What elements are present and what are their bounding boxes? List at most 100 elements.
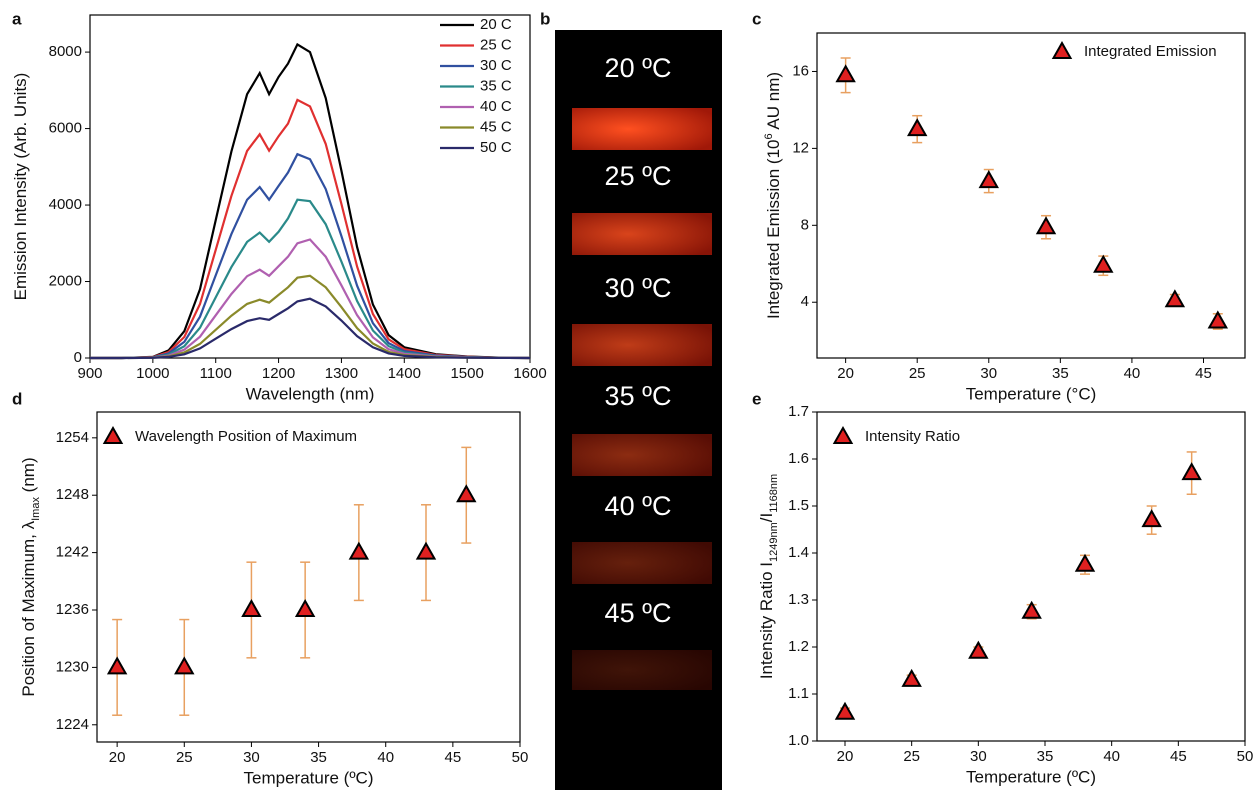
x-tick-label: 25 [176, 749, 193, 766]
data-point [241, 598, 262, 617]
x-tick-label: 30 [243, 749, 260, 766]
y-tick-label: 4 [801, 293, 809, 310]
data-point [106, 656, 128, 675]
x-tick-label: 20 [837, 748, 854, 765]
y-tick-label: 12 [792, 139, 809, 156]
x-tick-label: 45 [445, 749, 462, 766]
y-axis-label-part: Intensity Ratio I [757, 562, 776, 679]
image-label: 40 ºC [605, 491, 672, 521]
x-tick-label: 1200 [262, 365, 295, 382]
legend-label: 50 C [480, 139, 512, 156]
data-point [835, 64, 856, 83]
legend-label: 30 C [480, 57, 512, 74]
image-label: 30 ºC [605, 273, 672, 303]
data-point [1141, 509, 1162, 528]
data-point [968, 640, 989, 659]
y-axis-label: Emission Intensity (Arb. Units) [11, 73, 30, 301]
y-axis-label-part: Integrated Emission (10 [764, 139, 783, 319]
x-axis-label: Temperature (ºC) [244, 768, 374, 787]
data-point [906, 118, 928, 137]
y-tick-label: 1230 [56, 658, 89, 675]
series-line [90, 274, 531, 360]
y-tick-label: 8 [801, 216, 809, 233]
data-point [456, 484, 477, 503]
x-tick-label: 1600 [513, 365, 546, 382]
legend-marker [1051, 40, 1073, 59]
series-line [90, 152, 531, 360]
y-axis-label-part: Emission Intensity (Arb. Units) [11, 73, 30, 301]
plot-frame [96, 411, 521, 743]
plot-frame [89, 14, 531, 359]
x-tick-label: 20 [109, 749, 126, 766]
y-axis-label-part: 1168nm [768, 474, 780, 513]
series-line [90, 98, 531, 360]
x-tick-label: 20 [837, 365, 854, 382]
y-tick-label: 1.2 [788, 638, 809, 655]
y-axis-label: Intensity Ratio I1249nm/I1168nm [757, 474, 779, 679]
data-point [1207, 310, 1229, 329]
y-tick-label: 2000 [49, 272, 82, 289]
y-tick-label: 6000 [49, 120, 82, 137]
y-tick-label: 1236 [56, 601, 89, 618]
legend-label: Intensity Ratio [865, 428, 960, 445]
image-label: 25 ºC [605, 161, 672, 191]
y-tick-label: 1.6 [788, 450, 809, 467]
legend-marker [102, 425, 124, 444]
legend-label: 45 C [480, 118, 512, 135]
x-tick-label: 35 [1037, 748, 1054, 765]
y-tick-label: 1224 [56, 716, 89, 733]
series-line [90, 42, 531, 360]
y-tick-label: 1.1 [788, 685, 809, 702]
data-point [834, 701, 856, 720]
panel-label: a [12, 9, 22, 28]
data-point [1164, 289, 1186, 308]
x-tick-label: 35 [310, 749, 327, 766]
panel-label: d [12, 389, 22, 408]
legend-label: 35 C [480, 77, 512, 94]
series-line [90, 198, 531, 360]
x-tick-label: 50 [1237, 748, 1254, 765]
data-point [978, 170, 999, 189]
y-axis-label-part: /I [757, 513, 776, 522]
sample-strips [572, 108, 712, 690]
x-tick-label: 40 [1124, 365, 1141, 382]
data-point [1021, 600, 1042, 619]
image-label: 20 ºC [605, 53, 672, 83]
x-tick-label: 1300 [325, 365, 358, 382]
y-axis-label-part: 1249nm [768, 522, 780, 562]
x-tick-label: 50 [512, 749, 529, 766]
y-tick-label: 4000 [49, 196, 82, 213]
x-axis-label: Temperature (°C) [966, 384, 1097, 403]
data-point [174, 656, 195, 675]
plot-frame [816, 411, 1246, 742]
y-axis-label-part: 6 [763, 133, 775, 139]
data-point [1093, 254, 1114, 273]
data-point [415, 541, 437, 560]
image-label: 35 ºC [605, 381, 672, 411]
x-axis-label: Wavelength (nm) [246, 384, 375, 403]
x-tick-label: 35 [1052, 365, 1069, 382]
x-tick-label: 1100 [200, 365, 232, 382]
x-axis-label: Temperature (ºC) [966, 767, 1096, 786]
x-tick-label: 25 [909, 365, 926, 382]
image-label: 45 ºC [605, 598, 672, 628]
series-line [90, 297, 531, 360]
x-tick-label: 30 [980, 365, 997, 382]
data-point [1181, 462, 1202, 481]
y-axis-label-part: (nm) [19, 457, 38, 497]
y-axis-label-part: Imax [30, 497, 42, 521]
y-axis-label-part: Position of Maximum, λ [19, 520, 38, 696]
y-axis-label-part: AU nm) [764, 72, 783, 133]
y-tick-label: 1.4 [788, 544, 809, 561]
x-tick-label: 1000 [136, 365, 169, 382]
data-point [1074, 553, 1096, 572]
x-tick-label: 30 [970, 748, 987, 765]
panel-label: c [752, 9, 761, 28]
x-tick-label: 1400 [388, 365, 421, 382]
x-tick-label: 25 [903, 748, 920, 765]
data-point [901, 668, 922, 687]
y-tick-label: 1248 [56, 486, 89, 503]
y-axis-label: Integrated Emission (106 AU nm) [763, 72, 784, 319]
series-line [90, 238, 531, 360]
